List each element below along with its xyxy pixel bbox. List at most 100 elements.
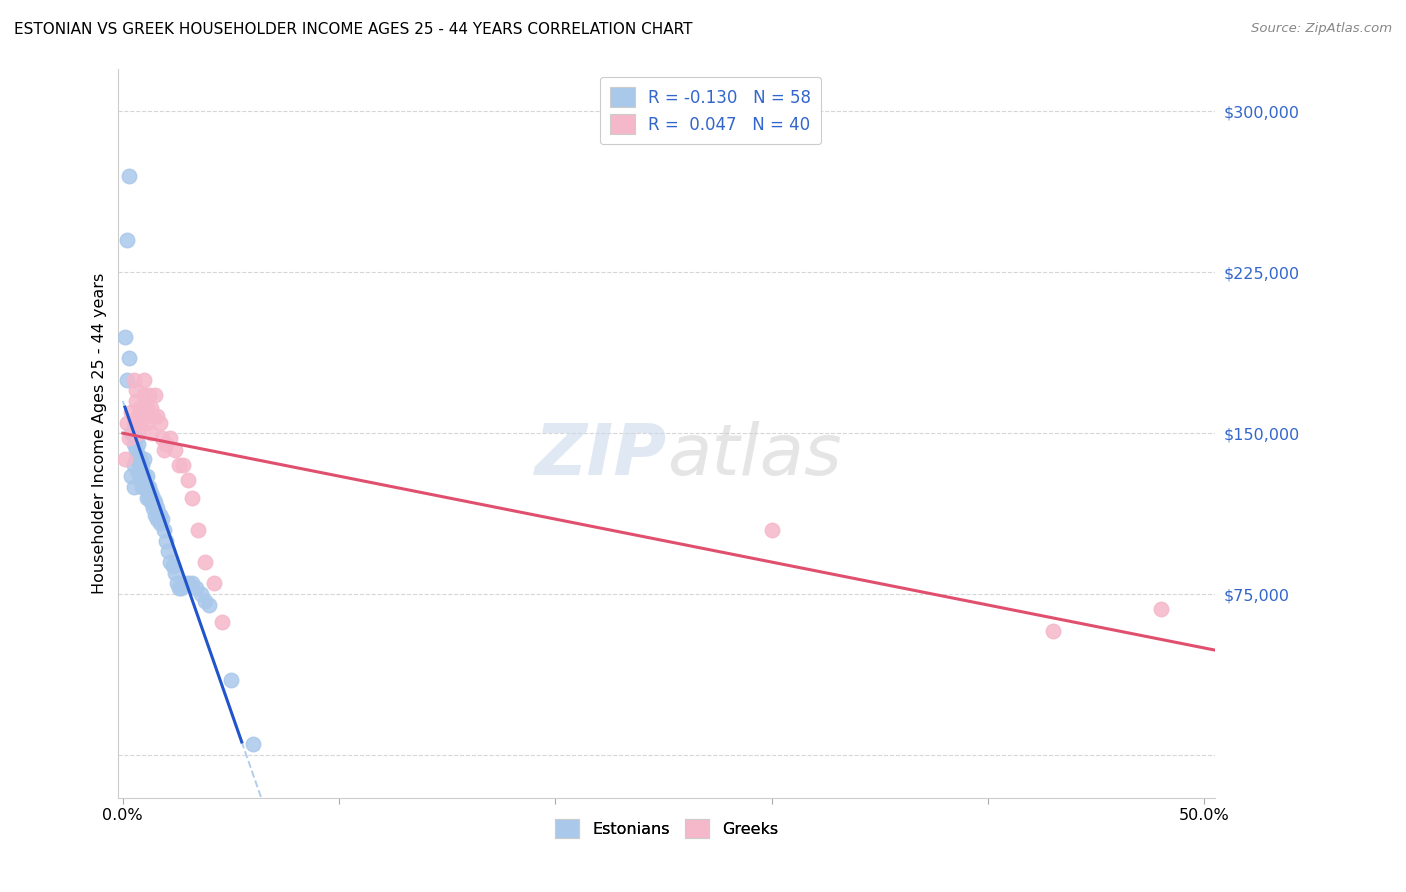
Point xyxy=(138,480,160,494)
Point xyxy=(162,559,184,574)
Point xyxy=(127,465,149,479)
Point xyxy=(194,593,217,607)
Point xyxy=(127,426,149,441)
Point xyxy=(198,598,221,612)
Point xyxy=(115,416,138,430)
Point xyxy=(181,576,204,591)
Point xyxy=(131,480,153,494)
Point xyxy=(135,416,157,430)
Point xyxy=(155,533,177,548)
Point xyxy=(129,416,152,430)
Point xyxy=(127,409,149,424)
Text: ZIP: ZIP xyxy=(534,421,666,490)
Point xyxy=(127,448,149,462)
Point xyxy=(125,443,148,458)
Point xyxy=(146,409,169,424)
Point xyxy=(125,394,148,409)
Point xyxy=(127,437,149,451)
Point xyxy=(135,401,157,415)
Point xyxy=(150,431,173,445)
Point xyxy=(122,480,145,494)
Point xyxy=(176,576,198,591)
Point xyxy=(134,387,156,401)
Text: Source: ZipAtlas.com: Source: ZipAtlas.com xyxy=(1251,22,1392,36)
Point xyxy=(146,501,169,516)
Point xyxy=(761,523,783,537)
Text: ESTONIAN VS GREEK HOUSEHOLDER INCOME AGES 25 - 44 YEARS CORRELATION CHART: ESTONIAN VS GREEK HOUSEHOLDER INCOME AGE… xyxy=(14,22,693,37)
Point xyxy=(135,469,157,483)
Point xyxy=(155,437,177,451)
Point xyxy=(170,581,193,595)
Point xyxy=(138,491,160,505)
Legend: Estonians, Greeks: Estonians, Greeks xyxy=(548,813,785,845)
Point xyxy=(131,458,153,473)
Point xyxy=(114,330,136,344)
Point xyxy=(190,587,212,601)
Point xyxy=(242,738,264,752)
Point xyxy=(131,405,153,419)
Point xyxy=(125,431,148,445)
Point xyxy=(125,384,148,398)
Point xyxy=(159,431,181,445)
Point xyxy=(134,480,156,494)
Point xyxy=(120,405,142,419)
Point xyxy=(139,426,162,441)
Point xyxy=(143,508,166,522)
Point xyxy=(134,373,156,387)
Point xyxy=(163,566,186,580)
Point xyxy=(138,387,160,401)
Point xyxy=(172,458,194,473)
Point xyxy=(122,458,145,473)
Point xyxy=(129,474,152,488)
Point xyxy=(157,544,180,558)
Point xyxy=(194,555,217,569)
Point xyxy=(153,443,176,458)
Point xyxy=(167,458,190,473)
Point xyxy=(139,486,162,500)
Point xyxy=(118,351,141,366)
Point xyxy=(150,512,173,526)
Point xyxy=(146,512,169,526)
Point xyxy=(153,523,176,537)
Point xyxy=(122,373,145,387)
Point xyxy=(139,495,162,509)
Point xyxy=(129,463,152,477)
Point xyxy=(211,615,233,629)
Point xyxy=(148,416,170,430)
Text: atlas: atlas xyxy=(666,421,841,490)
Point xyxy=(187,523,209,537)
Point xyxy=(148,508,170,522)
Point xyxy=(202,576,225,591)
Point xyxy=(115,233,138,247)
Point xyxy=(142,409,165,424)
Point xyxy=(143,495,166,509)
Point xyxy=(1042,624,1064,638)
Point xyxy=(135,491,157,505)
Point xyxy=(142,491,165,505)
Point xyxy=(115,373,138,387)
Point xyxy=(172,576,194,591)
Point xyxy=(163,443,186,458)
Point xyxy=(139,401,162,415)
Point xyxy=(167,581,190,595)
Point xyxy=(129,401,152,415)
Point xyxy=(148,516,170,531)
Point xyxy=(219,673,242,687)
Point xyxy=(120,469,142,483)
Y-axis label: Householder Income Ages 25 - 44 years: Householder Income Ages 25 - 44 years xyxy=(93,273,107,594)
Point xyxy=(159,555,181,569)
Point xyxy=(118,169,141,183)
Point xyxy=(122,416,145,430)
Point xyxy=(114,452,136,467)
Point xyxy=(1150,602,1173,616)
Point xyxy=(129,452,152,467)
Point xyxy=(134,452,156,467)
Point xyxy=(122,437,145,451)
Point xyxy=(143,387,166,401)
Point xyxy=(166,576,188,591)
Point xyxy=(118,431,141,445)
Point xyxy=(120,426,142,441)
Point xyxy=(142,501,165,516)
Point xyxy=(176,474,198,488)
Point xyxy=(134,469,156,483)
